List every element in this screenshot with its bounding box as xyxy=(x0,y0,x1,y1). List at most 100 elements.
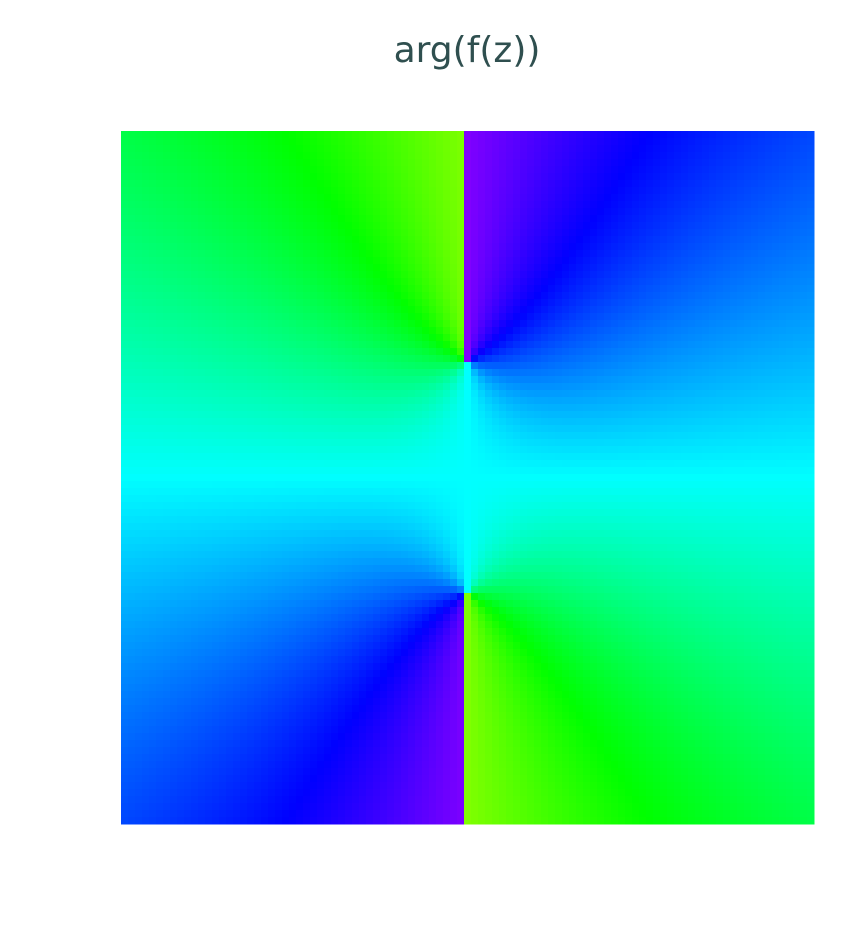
phase-cell xyxy=(394,264,402,272)
phase-cell xyxy=(632,404,640,412)
phase-cell xyxy=(723,278,731,286)
phase-cell xyxy=(156,215,164,223)
phase-cell xyxy=(233,425,241,433)
phase-cell xyxy=(345,264,353,272)
phase-cell xyxy=(471,152,479,160)
phase-cell xyxy=(744,397,752,405)
phase-cell xyxy=(625,376,633,384)
phase-cell xyxy=(282,166,290,174)
phase-cell xyxy=(709,145,717,153)
phase-cell xyxy=(219,208,227,216)
phase-cell xyxy=(205,418,213,426)
phase-cell xyxy=(128,194,136,202)
phase-cell xyxy=(240,453,248,461)
phase-cell xyxy=(163,229,171,237)
phase-cell xyxy=(282,341,290,349)
phase-cell xyxy=(569,222,577,230)
phase-cell xyxy=(219,159,227,167)
phase-cell xyxy=(758,474,766,482)
phase-cell xyxy=(331,278,339,286)
phase-cell xyxy=(401,320,409,328)
phase-cell xyxy=(373,439,381,447)
phase-cell xyxy=(142,481,150,489)
phase-cell xyxy=(436,250,444,258)
phase-cell xyxy=(478,173,486,181)
phase-cell xyxy=(611,257,619,265)
phase-cell xyxy=(408,306,416,314)
phase-cell xyxy=(632,180,640,188)
phase-cell xyxy=(492,243,500,251)
phase-cell xyxy=(464,292,472,300)
phase-cell xyxy=(170,271,178,279)
phase-cell xyxy=(177,278,185,286)
phase-cell xyxy=(807,180,815,188)
phase-cell xyxy=(688,166,696,174)
phase-cell xyxy=(247,152,255,160)
phase-cell xyxy=(324,383,332,391)
phase-cell xyxy=(436,404,444,412)
phase-cell xyxy=(394,194,402,202)
phase-cell xyxy=(324,131,332,139)
phase-cell xyxy=(709,278,717,286)
phase-cell xyxy=(464,159,472,167)
phase-cell xyxy=(282,418,290,426)
phase-cell xyxy=(128,320,136,328)
phase-cell xyxy=(240,243,248,251)
phase-cell xyxy=(737,180,745,188)
phase-cell xyxy=(268,313,276,321)
phase-cell xyxy=(667,222,675,230)
phase-cell xyxy=(723,327,731,335)
phase-cell xyxy=(149,271,157,279)
phase-cell xyxy=(149,334,157,342)
phase-cell xyxy=(373,264,381,272)
phase-cell xyxy=(590,285,598,293)
phase-cell xyxy=(408,425,416,433)
phase-cell xyxy=(464,404,472,412)
phase-cell xyxy=(240,313,248,321)
phase-cell xyxy=(135,222,143,230)
phase-cell xyxy=(730,306,738,314)
phase-cell xyxy=(723,173,731,181)
phase-cell xyxy=(513,250,521,258)
phase-cell xyxy=(352,278,360,286)
phase-cell xyxy=(184,439,192,447)
phase-cell xyxy=(261,306,269,314)
phase-cell xyxy=(765,299,773,307)
phase-cell xyxy=(800,152,808,160)
phase-cell xyxy=(331,397,339,405)
phase-cell xyxy=(163,313,171,321)
phase-cell xyxy=(156,411,164,419)
phase-cell xyxy=(737,397,745,405)
phase-cell xyxy=(408,271,416,279)
phase-cell xyxy=(660,299,668,307)
phase-cell xyxy=(331,145,339,153)
phase-cell xyxy=(289,460,297,468)
phase-cell xyxy=(569,355,577,363)
phase-cell xyxy=(541,131,549,139)
phase-cell xyxy=(611,334,619,342)
phase-cell xyxy=(653,306,661,314)
phase-cell xyxy=(156,180,164,188)
phase-cell xyxy=(793,313,801,321)
phase-cell xyxy=(149,404,157,412)
phase-cell xyxy=(590,376,598,384)
phase-cell xyxy=(695,131,703,139)
phase-cell xyxy=(779,271,787,279)
phase-cell xyxy=(450,348,458,356)
phase-cell xyxy=(380,236,388,244)
phase-cell xyxy=(142,166,150,174)
phase-cell xyxy=(296,467,304,475)
phase-cell xyxy=(135,411,143,419)
phase-cell xyxy=(198,229,206,237)
phase-cell xyxy=(205,201,213,209)
phase-cell xyxy=(254,390,262,398)
phase-cell xyxy=(422,327,430,335)
phase-cell xyxy=(422,201,430,209)
phase-cell xyxy=(765,180,773,188)
phase-cell xyxy=(198,383,206,391)
phase-cell xyxy=(317,369,325,377)
phase-cell xyxy=(205,159,213,167)
phase-cell xyxy=(310,131,318,139)
phase-cell xyxy=(275,285,283,293)
